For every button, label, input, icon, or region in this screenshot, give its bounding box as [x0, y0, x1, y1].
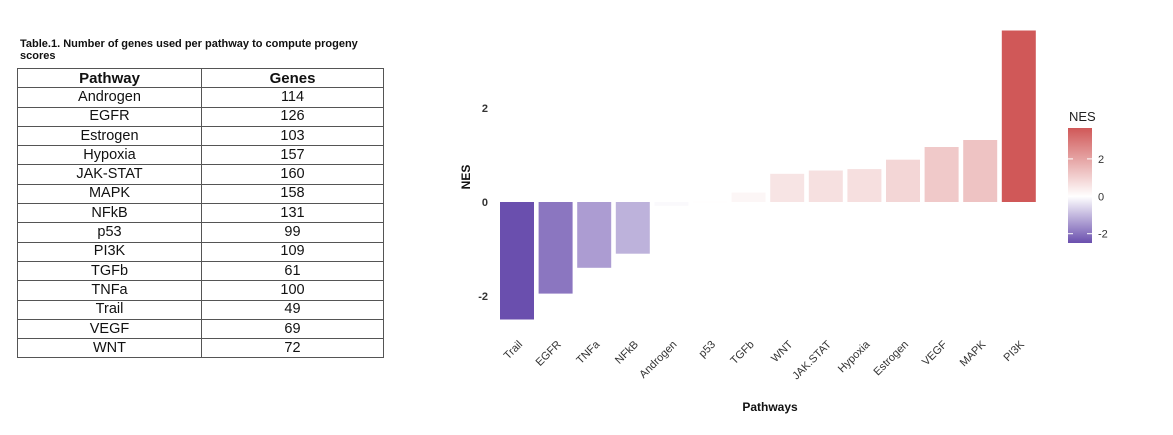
table-header-row: Pathway Genes	[17, 67, 384, 89]
bar-androgen	[654, 202, 689, 206]
legend-tick-label: 0	[1098, 191, 1104, 203]
bar-hypoxia	[847, 169, 882, 202]
bar-jak-stat	[808, 170, 843, 202]
bar-estrogen	[886, 159, 920, 202]
x-tick-label: WNT	[769, 338, 795, 364]
y-tick-label: -2	[478, 291, 488, 303]
bar-nfkb	[615, 202, 650, 254]
legend-tick-label: -2	[1098, 229, 1108, 241]
x-tick-label: TNFa	[574, 338, 603, 367]
table-row: PI3K 109	[17, 241, 384, 262]
x-tick-label: Androgen	[637, 339, 679, 381]
bar-trail	[500, 202, 534, 320]
x-tick-label: JAK.STAT	[790, 338, 834, 382]
x-tick-label: VEGF	[920, 338, 950, 368]
x-tick-label: Hypoxia	[836, 338, 873, 375]
table-row: Trail 49	[17, 299, 384, 320]
x-tick-label: Trail	[502, 339, 525, 362]
legend-tick-label: 2	[1098, 154, 1104, 166]
table-row: Hypoxia 157	[17, 145, 384, 166]
pathway-cell: NFkB	[17, 203, 202, 224]
legend-title: NES	[1069, 109, 1096, 124]
genes-cell: 131	[201, 203, 384, 224]
pathway-cell: Hypoxia	[17, 145, 202, 166]
x-tick-label: EGFR	[534, 339, 564, 369]
bar-vegf	[924, 147, 959, 202]
table-row: WNT 72	[17, 338, 384, 359]
bar-p53	[693, 201, 727, 203]
x-tick-label: Estrogen	[872, 339, 912, 379]
genes-cell: 72	[201, 338, 384, 359]
bar-wnt	[770, 173, 805, 202]
y-axis-title: NES	[459, 165, 473, 190]
table-row: TNFa 100	[17, 280, 384, 301]
chart-legend: NES -2 0 2	[1068, 109, 1108, 243]
genes-cell: 69	[201, 318, 384, 340]
bar-mapk	[963, 140, 998, 202]
x-tick-label: TGFb	[728, 339, 756, 367]
genes-table-caption: Table.1. Number of genes used per pathwa…	[20, 38, 358, 62]
x-tick-label: p53	[697, 339, 718, 360]
bar-tgfb	[731, 192, 766, 202]
x-axis-title: Pathways	[742, 400, 798, 414]
table-row: VEGF 69	[17, 318, 384, 340]
table-row: Estrogen 103	[17, 125, 384, 147]
table-row: TGFb 61	[17, 260, 384, 282]
x-tick-label: NFkB	[613, 339, 641, 367]
genes-table: Pathway Genes Androgen 114 EGFR 126 Estrogen…	[17, 67, 384, 359]
x-tick-label: MAPK	[958, 338, 989, 369]
table-row: JAK-STAT 160	[17, 164, 384, 185]
pathway-cell: WNT	[17, 338, 202, 359]
x-tick-label: PI3K	[1002, 338, 1028, 364]
bar-pi3k	[1001, 30, 1036, 202]
y-tick-label: 2	[482, 103, 488, 115]
bar-tnfa	[577, 202, 612, 268]
bar-egfr	[538, 202, 573, 294]
table-row: NFkB 131	[17, 203, 384, 224]
y-tick-label: 0	[482, 197, 488, 209]
legend-colorbar	[1068, 128, 1092, 243]
